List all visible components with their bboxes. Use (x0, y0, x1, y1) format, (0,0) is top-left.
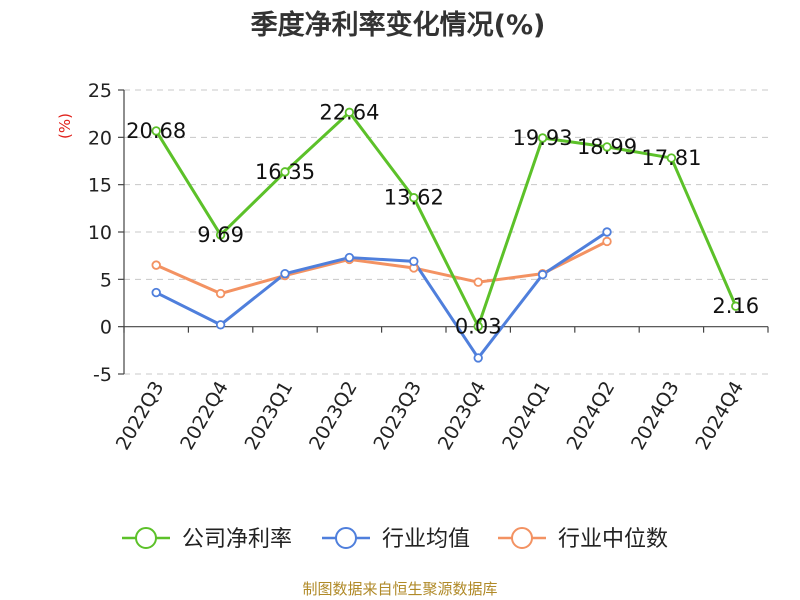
legend-item[interactable]: 行业中位数 (498, 527, 668, 552)
y-tick-label: 5 (100, 269, 112, 291)
data-point (409, 193, 419, 203)
x-tick-label: 2023Q3 (369, 378, 426, 454)
data-point (473, 277, 483, 287)
data-point (537, 269, 548, 280)
data-label: 20.68 (126, 119, 186, 143)
y-tick-label: 10 (88, 222, 112, 244)
legend-marker (511, 527, 533, 549)
x-tick-label: 2024Q1 (498, 378, 555, 454)
data-label: 18.99 (577, 135, 637, 159)
x-tick-label: 2022Q4 (176, 378, 233, 454)
data-label: 22.64 (319, 100, 379, 124)
data-point (280, 268, 290, 279)
data-point (473, 321, 483, 332)
x-tick-label: 2023Q2 (305, 378, 362, 454)
y-tick-label: 20 (88, 127, 112, 149)
data-point (473, 353, 483, 363)
y-tick-label: 15 (88, 175, 112, 197)
chart-title: 季度净利率变化情况(%) (251, 9, 546, 41)
series-line-0 (154, 110, 738, 328)
series-points (151, 107, 741, 363)
legend-item[interactable]: 公司净利率 (122, 527, 292, 552)
data-point (602, 227, 612, 237)
data-point (731, 301, 741, 311)
data-label: 0.03 (455, 314, 502, 338)
legend-label: 行业中位数 (558, 527, 668, 552)
x-tick-label: 2023Q1 (241, 378, 298, 454)
y-tick-label: 0 (100, 317, 112, 339)
data-label: 19.93 (513, 126, 573, 150)
legend-label: 公司净利率 (182, 527, 292, 552)
x-tick-label: 2024Q2 (563, 378, 620, 454)
data-point (151, 126, 161, 136)
data-point (344, 107, 355, 118)
data-label: 17.81 (641, 146, 701, 170)
data-point (602, 236, 612, 247)
series-line-2 (155, 240, 608, 296)
data-label: 9.69 (197, 223, 244, 247)
data-labels: 20.68 9.69 16.35 22.64 13.62 0.03 19.93 18.99 17… (126, 100, 759, 338)
x-tick-label: 2024Q4 (691, 378, 748, 454)
legend-marker (135, 527, 157, 549)
data-point (602, 142, 612, 152)
data-label: 2.16 (712, 294, 759, 318)
x-tick-label: 2023Q4 (434, 378, 491, 454)
data-point (666, 153, 677, 163)
y-axis-unit: (%) (56, 113, 74, 139)
data-point (151, 287, 161, 298)
legend[interactable]: 公司净利率 行业均值 行业中位数 (122, 527, 668, 552)
series-lines (154, 110, 738, 360)
legend-item[interactable]: 行业均值 (322, 527, 470, 552)
data-label: 16.35 (255, 160, 315, 184)
x-tick-label: 2024Q3 (627, 378, 684, 454)
y-tick-label: -5 (93, 364, 112, 386)
y-tick-label: 25 (88, 80, 112, 102)
legend-label: 行业均值 (382, 527, 470, 552)
legend-marker (335, 527, 357, 549)
data-point (215, 288, 226, 299)
source-note: 制图数据来自恒生聚源数据库 (302, 580, 497, 598)
data-point (537, 133, 548, 143)
data-point (215, 320, 226, 330)
data-point (409, 256, 419, 267)
data-label: 13.62 (384, 186, 444, 210)
data-point (151, 260, 161, 270)
series-line-1 (155, 230, 608, 360)
data-point (344, 252, 355, 263)
data-point (215, 230, 226, 240)
x-tick-label: 2022Q3 (112, 378, 169, 454)
data-point (280, 167, 290, 177)
gridlines (124, 89, 768, 375)
